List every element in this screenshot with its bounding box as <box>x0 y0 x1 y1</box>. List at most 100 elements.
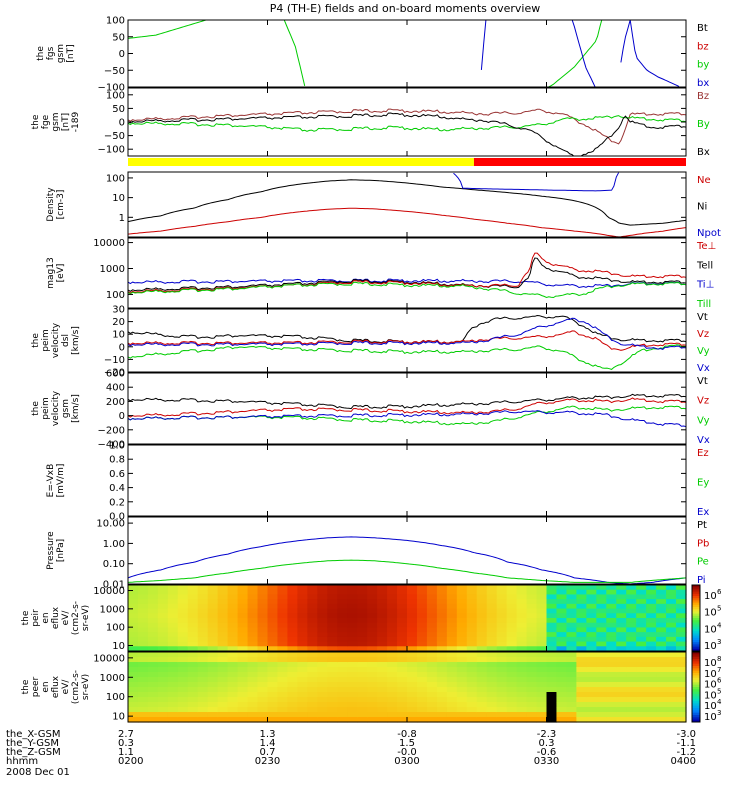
spectrogram-cell <box>646 672 657 678</box>
spectrogram-cell <box>636 682 647 688</box>
spectrogram-cell <box>147 641 159 647</box>
spectrogram-cell <box>626 646 637 652</box>
spectrogram-cell <box>656 585 667 591</box>
spectrogram-cell <box>636 662 647 668</box>
spectrogram-cell <box>456 652 468 658</box>
spectrogram-cell <box>128 632 139 638</box>
spectrogram-cell <box>287 682 298 688</box>
spectrogram-cell <box>466 608 478 614</box>
spectrogram-cell <box>596 712 607 718</box>
spectrogram-cell <box>476 618 488 624</box>
spectrogram-cell <box>327 657 338 663</box>
ylabel-line: the <box>21 679 31 694</box>
spectrogram-cell <box>466 646 478 652</box>
spectrogram-cell <box>317 622 328 629</box>
ylabel-line: eV/ <box>61 679 71 695</box>
y-tick-label: 0.2 <box>109 497 125 508</box>
spectrogram-cell <box>456 657 468 663</box>
spectrogram-cell <box>337 603 348 610</box>
spectrogram-cell <box>486 667 498 673</box>
spectrogram-cell <box>526 622 538 629</box>
spectrogram-cell <box>237 672 249 678</box>
spectrogram-cell <box>626 682 637 688</box>
spectrogram-cell <box>267 646 279 652</box>
spectrogram-cell <box>626 632 637 638</box>
spectrogram-cell <box>636 646 647 652</box>
spectrogram-cell <box>287 636 298 643</box>
spectrogram-cell <box>466 603 478 610</box>
colorbar-segment <box>692 656 700 660</box>
spectrogram-cell <box>416 652 428 658</box>
panel-frame <box>127 516 687 585</box>
spectrogram-cell <box>636 707 647 713</box>
spectrogram-cell <box>128 613 139 619</box>
spectrogram-cell <box>506 712 518 718</box>
colorbar-segment <box>692 618 700 621</box>
spectrogram-cell <box>337 657 348 663</box>
spectrogram-cell <box>446 697 458 703</box>
spectrogram-cell <box>277 702 289 708</box>
spectrogram-cell <box>147 589 159 596</box>
spectrogram-cell <box>327 613 338 619</box>
spectrogram-cell <box>466 622 478 629</box>
y-tick-label: 10 <box>112 641 125 652</box>
spectrogram-cell <box>267 667 279 673</box>
orbit-value: 0.7 <box>260 747 276 758</box>
spectrogram-cell <box>397 585 408 591</box>
y-tick-label: 30 <box>112 305 125 316</box>
spectrogram-cell <box>147 687 159 693</box>
legend-Ne: Ne <box>697 175 711 186</box>
spectrogram-cell <box>157 652 169 658</box>
spectrogram-cell <box>496 608 508 614</box>
spectrogram-cell <box>536 697 548 703</box>
spectrogram-cell <box>546 717 558 723</box>
spectrogram-cell <box>217 667 229 673</box>
spectrogram-cell <box>536 589 548 596</box>
spectrogram-cell <box>476 622 488 629</box>
spectrogram-cell <box>147 613 159 619</box>
spectrogram-cell <box>317 641 328 647</box>
spectrogram-cell <box>616 657 627 663</box>
spectrogram-cell <box>566 613 577 619</box>
spectrogram-cell <box>586 632 597 638</box>
spectrogram-cell <box>147 707 159 713</box>
spectrogram-cell <box>426 646 438 652</box>
spectrogram-cell <box>566 662 577 668</box>
spectrogram-cell <box>137 618 149 624</box>
spectrogram-cell <box>656 603 667 610</box>
legend-bz: bz <box>697 41 709 52</box>
spectrogram-cell <box>407 672 418 678</box>
legend-Pb: Pb <box>697 538 709 549</box>
spectrogram-cell <box>556 712 568 718</box>
spectrogram-cell <box>227 677 239 683</box>
colorbar-tick-label: 10 <box>704 624 717 635</box>
spectrogram-cell <box>187 677 199 683</box>
spectrogram-cell <box>357 677 368 683</box>
spectrogram-cell <box>367 627 378 633</box>
spectrogram-cell <box>407 622 418 629</box>
spectrogram-cell <box>516 657 528 663</box>
series-group <box>128 172 686 237</box>
spectrogram-cell <box>486 682 498 688</box>
spectrogram-cell <box>217 646 229 652</box>
spectrogram-cell <box>586 589 597 596</box>
ylabel-line: [km/s] <box>71 326 81 355</box>
spectrogram-cell <box>197 646 209 652</box>
spectrogram-cell <box>237 652 249 658</box>
spectrogram-cell <box>536 594 548 600</box>
spectrogram-cell <box>157 641 169 647</box>
spectrogram-cell <box>436 585 448 591</box>
colorbar-segment <box>692 652 700 655</box>
spectrogram-cell <box>596 652 607 658</box>
spectrogram-cell <box>247 707 259 713</box>
spectrogram-cell <box>167 603 179 610</box>
spectrogram-cell <box>646 657 657 663</box>
spectrogram-cell <box>197 692 209 698</box>
legend-bx: bx <box>697 78 709 89</box>
spectrogram-cell <box>416 662 428 668</box>
y-tick-label: 50 <box>112 32 125 43</box>
spectrogram-cell <box>277 603 289 610</box>
spectrogram-cell <box>267 662 279 668</box>
spectrogram-cell <box>177 608 189 614</box>
